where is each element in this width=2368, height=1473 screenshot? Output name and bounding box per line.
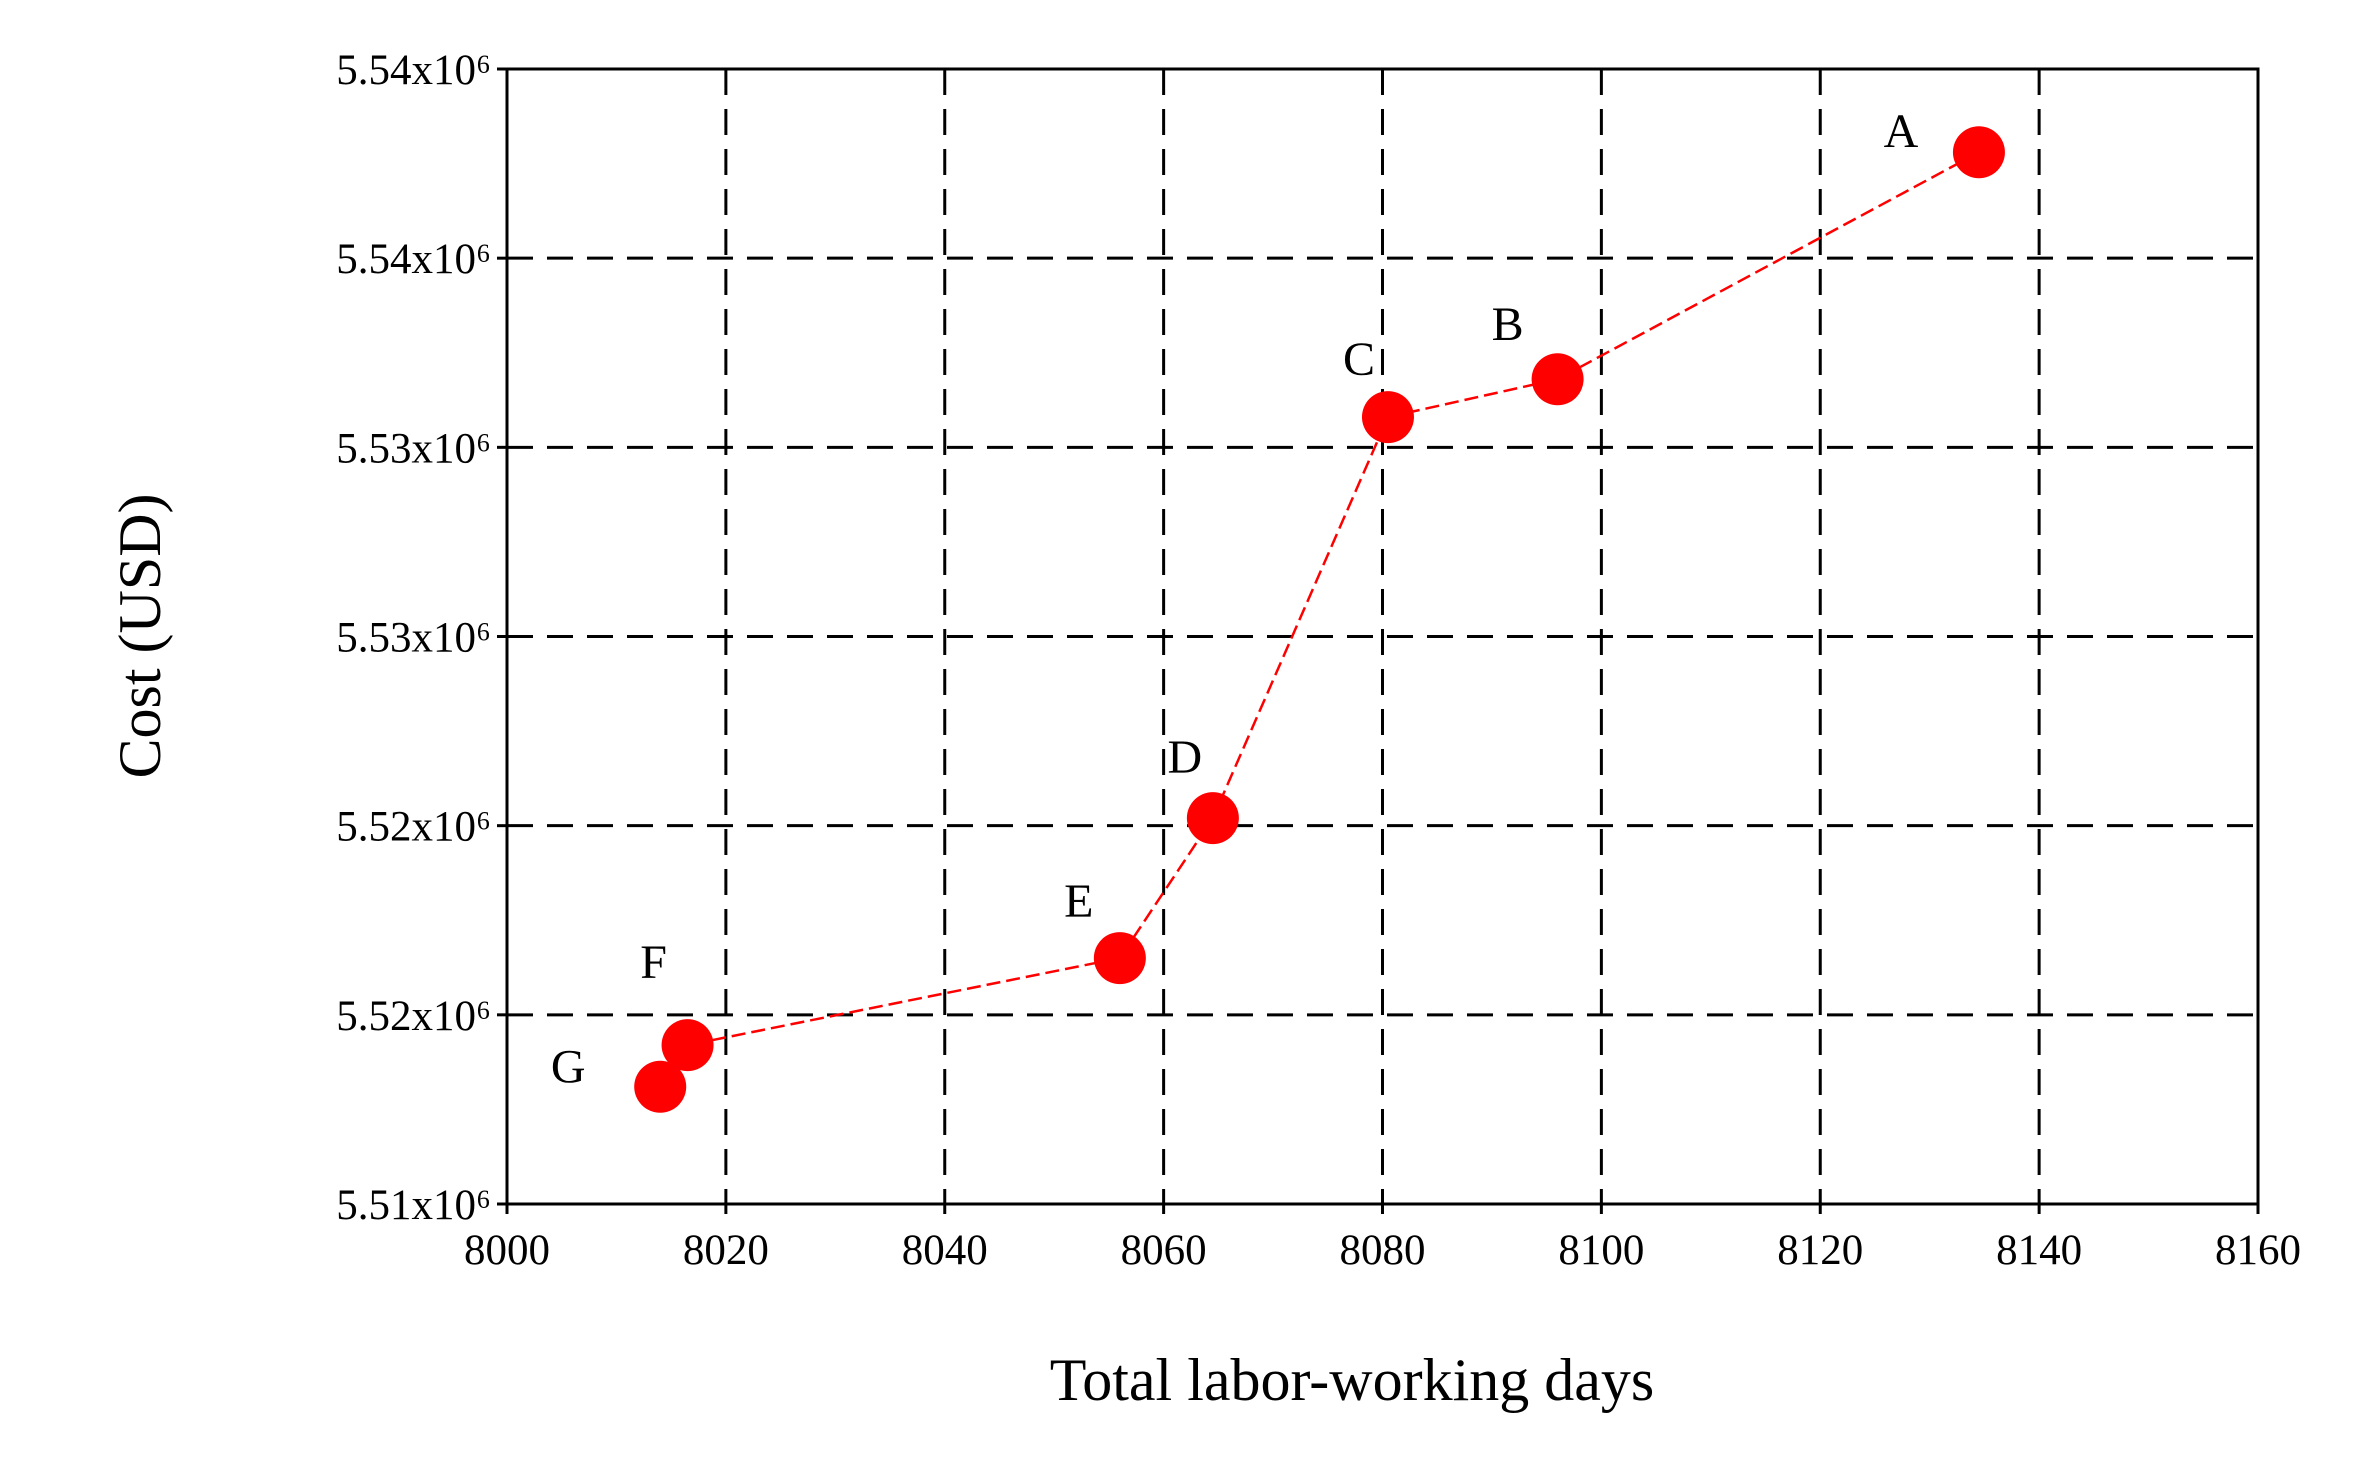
y-axis-title: Cost (USD) (107, 493, 173, 778)
point (634, 1060, 687, 1113)
x-tick-label: 8040 (902, 1227, 988, 1274)
point (1531, 353, 1584, 406)
x-tick-label: 8120 (1777, 1227, 1863, 1274)
point-label: A (1884, 105, 1919, 158)
y-tick-label: 5.54x10⁶ (336, 47, 491, 94)
x-tick-label: 8020 (683, 1227, 769, 1274)
point (1361, 391, 1414, 444)
line (659, 151, 1980, 1088)
y-tick-label: 5.53x10⁶ (336, 615, 491, 662)
point-label: E (1064, 875, 1093, 928)
point (1952, 126, 2005, 179)
point-label: D (1168, 731, 1203, 784)
y-tick-label: 5.52x10⁶ (336, 804, 491, 851)
point (661, 1019, 714, 1072)
point (1186, 792, 1239, 845)
x-tick-label: 8140 (1996, 1227, 2082, 1274)
point-label: B (1492, 298, 1524, 351)
x-tick-label: 8080 (1340, 1227, 1426, 1274)
point (1093, 932, 1146, 985)
y-tick-label: 5.54x10⁶ (336, 236, 491, 283)
y-tick-label: 5.52x10⁶ (336, 993, 491, 1040)
x-axis-title: Total labor-working days (1050, 1347, 1654, 1413)
x-tick-label: 8160 (2215, 1227, 2301, 1274)
point-label: C (1343, 333, 1375, 386)
y-tick-label: 5.51x10⁶ (336, 1182, 491, 1229)
x-tick-label: 8060 (1121, 1227, 1207, 1274)
y-tick-label: 5.53x10⁶ (336, 425, 491, 472)
x-tick-label: 8100 (1558, 1227, 1644, 1274)
plot-frame (505, 67, 2260, 1206)
point-label: G (551, 1041, 586, 1094)
x-tick-label: 8000 (464, 1227, 550, 1274)
point-label: F (640, 936, 667, 989)
